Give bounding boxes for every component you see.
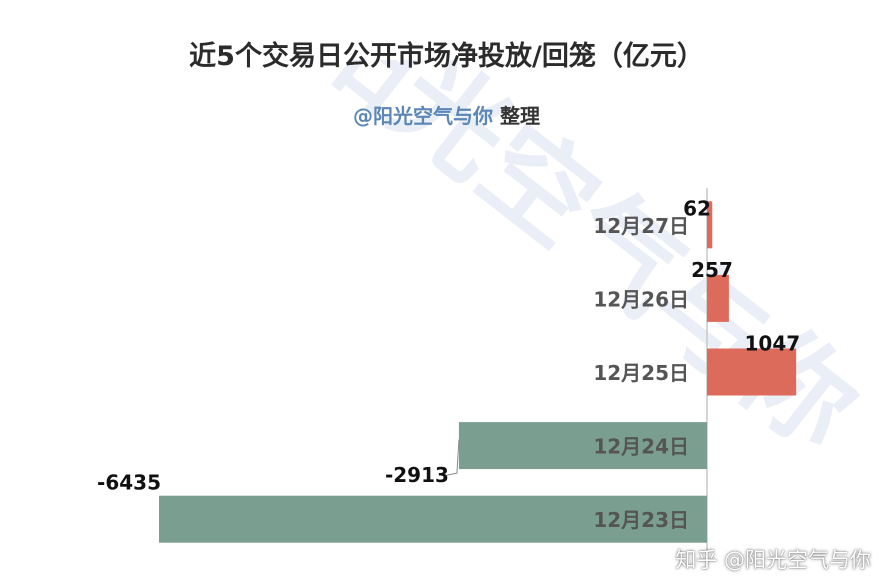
- subtitle-suffix: 整理: [493, 104, 540, 128]
- value-label: 1047: [744, 332, 800, 356]
- value-label: 62: [683, 196, 711, 220]
- category-label: 12月23日: [593, 508, 689, 532]
- value-label: -6435: [97, 471, 161, 495]
- chart-subtitle: @阳光空气与你 整理: [0, 100, 893, 129]
- bar-1: [707, 274, 729, 322]
- subtitle-handle: @阳光空气与你: [353, 104, 494, 128]
- corner-watermark: 知乎 @阳光空气与你: [675, 548, 871, 572]
- category-label: 12月26日: [593, 287, 689, 311]
- category-label: 12月25日: [593, 361, 689, 385]
- bar-4: [159, 495, 707, 543]
- value-label: -2913: [385, 463, 449, 487]
- category-label: 12月24日: [593, 435, 689, 459]
- chart-title: 近5个交易日公开市场净投放/回笼（亿元）: [189, 41, 704, 72]
- bar-3: [458, 422, 707, 470]
- leader-line: [446, 439, 460, 476]
- category-label: 12月27日: [593, 214, 689, 238]
- bar-2: [707, 348, 797, 396]
- value-label: 257: [691, 258, 733, 282]
- bar-0: [707, 201, 713, 249]
